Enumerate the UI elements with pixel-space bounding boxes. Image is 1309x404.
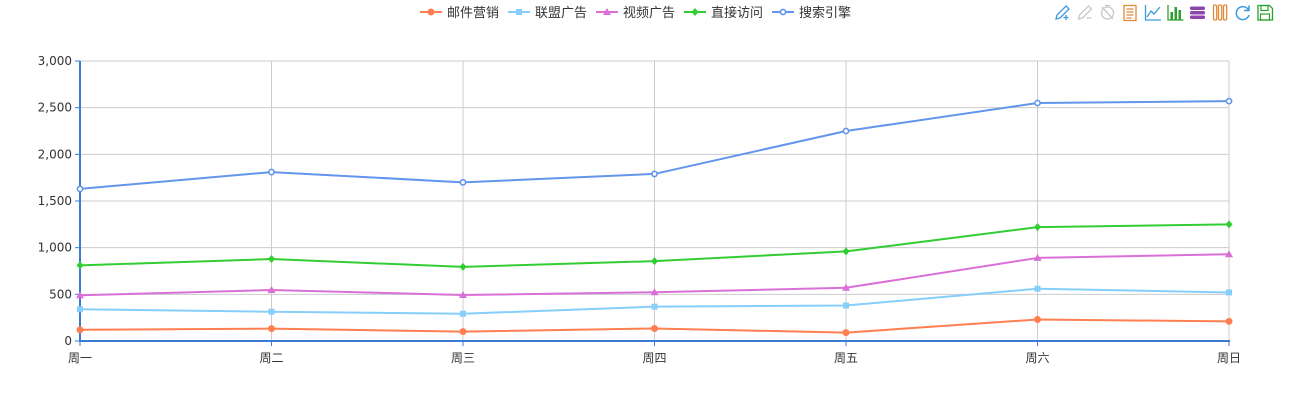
legend: 邮件营销 联盟广告 视频广告 直接访问 搜索引擎: [420, 5, 851, 21]
data-point[interactable]: [459, 328, 467, 336]
data-point[interactable]: [651, 170, 658, 178]
legend-item[interactable]: 搜索引擎: [772, 6, 851, 21]
zoom-reset-icon[interactable]: [1077, 5, 1093, 20]
data-point[interactable]: [651, 257, 658, 266]
legend-swatch-marker[interactable]: [516, 9, 522, 15]
y-tick-label: 0: [64, 334, 72, 348]
data-point[interactable]: [268, 168, 275, 176]
restore-icon[interactable]: [1100, 4, 1115, 20]
x-tick-label: 周六: [1025, 351, 1049, 365]
series-2: [76, 250, 1233, 299]
axes: 0 500 1,000 1,500 2,000 2,500 3,000 周一 周二 周三 周四 周五 周…: [38, 54, 1241, 365]
x-tick-label: 周三: [451, 351, 475, 365]
x-tick-label: 周日: [1217, 351, 1241, 365]
legend-swatch-marker[interactable]: [427, 8, 435, 16]
y-tick-label: 2,000: [38, 147, 72, 161]
series-1: [77, 285, 1232, 317]
series-layer: [76, 97, 1233, 337]
data-point[interactable]: [267, 286, 276, 294]
data-point[interactable]: [1226, 289, 1232, 296]
data-point[interactable]: [76, 185, 84, 193]
data-view-icon[interactable]: [1123, 4, 1137, 22]
data-point[interactable]: [1034, 99, 1041, 107]
legend-label: 邮件营销: [447, 6, 499, 21]
data-point[interactable]: [76, 261, 84, 270]
data-point[interactable]: [459, 178, 467, 186]
zoom-in-icon[interactable]: [1055, 5, 1070, 20]
data-point[interactable]: [842, 127, 850, 135]
stack-icon[interactable]: [1190, 6, 1205, 20]
x-tick-label: 周五: [834, 351, 858, 365]
legend-swatch-marker[interactable]: [603, 8, 611, 15]
series-0: [76, 316, 1233, 337]
data-point[interactable]: [268, 308, 275, 315]
data-point[interactable]: [459, 290, 467, 298]
data-point[interactable]: [459, 262, 467, 271]
data-point[interactable]: [76, 291, 84, 299]
x-tick-label: 周四: [642, 351, 666, 365]
toolbox: [1055, 4, 1274, 22]
bar-chart-icon[interactable]: [1167, 5, 1184, 21]
legend-swatch-marker[interactable]: [779, 8, 787, 16]
data-point[interactable]: [650, 288, 659, 296]
legend-label: 联盟广告: [535, 6, 587, 21]
y-tick-label: 2,500: [38, 101, 72, 115]
y-tick-label: 1,000: [38, 241, 72, 255]
tiled-icon[interactable]: [1212, 4, 1228, 21]
legend-label: 直接访问: [711, 5, 763, 21]
data-point[interactable]: [268, 255, 275, 264]
y-tick-label: 500: [49, 287, 72, 301]
data-point[interactable]: [268, 325, 275, 333]
x-tick-label: 周一: [68, 351, 92, 365]
legend-item[interactable]: 视频广告: [596, 6, 675, 21]
line-chart-icon[interactable]: [1144, 5, 1162, 21]
data-point[interactable]: [1225, 250, 1233, 258]
save-as-image-icon[interactable]: [1257, 4, 1274, 21]
x-tick-label: 周二: [259, 351, 283, 365]
data-point[interactable]: [1225, 220, 1233, 229]
y-tick-label: 1,500: [38, 194, 72, 208]
data-point[interactable]: [1034, 223, 1041, 232]
legend-item[interactable]: 联盟广告: [508, 6, 587, 21]
data-point[interactable]: [1225, 317, 1233, 325]
data-point[interactable]: [842, 329, 850, 337]
refresh-icon[interactable]: [1235, 5, 1250, 21]
data-point[interactable]: [651, 303, 658, 310]
data-point[interactable]: [77, 306, 83, 313]
y-tick-label: 3,000: [38, 54, 72, 68]
data-point[interactable]: [842, 247, 850, 256]
legend-swatch-marker[interactable]: [691, 8, 699, 16]
data-point[interactable]: [460, 310, 466, 317]
data-point[interactable]: [1225, 97, 1233, 105]
legend-label: 搜索引擎: [799, 6, 851, 21]
data-point[interactable]: [1034, 316, 1041, 324]
data-point[interactable]: [76, 326, 84, 334]
data-point[interactable]: [1034, 285, 1041, 292]
legend-item[interactable]: 直接访问: [684, 5, 763, 21]
data-point[interactable]: [842, 283, 850, 291]
data-point[interactable]: [1033, 253, 1042, 261]
series-4: [76, 97, 1233, 193]
data-point[interactable]: [843, 302, 849, 309]
data-point[interactable]: [651, 324, 658, 332]
legend-item[interactable]: 邮件营销: [420, 6, 499, 21]
series-3: [76, 220, 1233, 271]
legend-label: 视频广告: [623, 6, 675, 21]
